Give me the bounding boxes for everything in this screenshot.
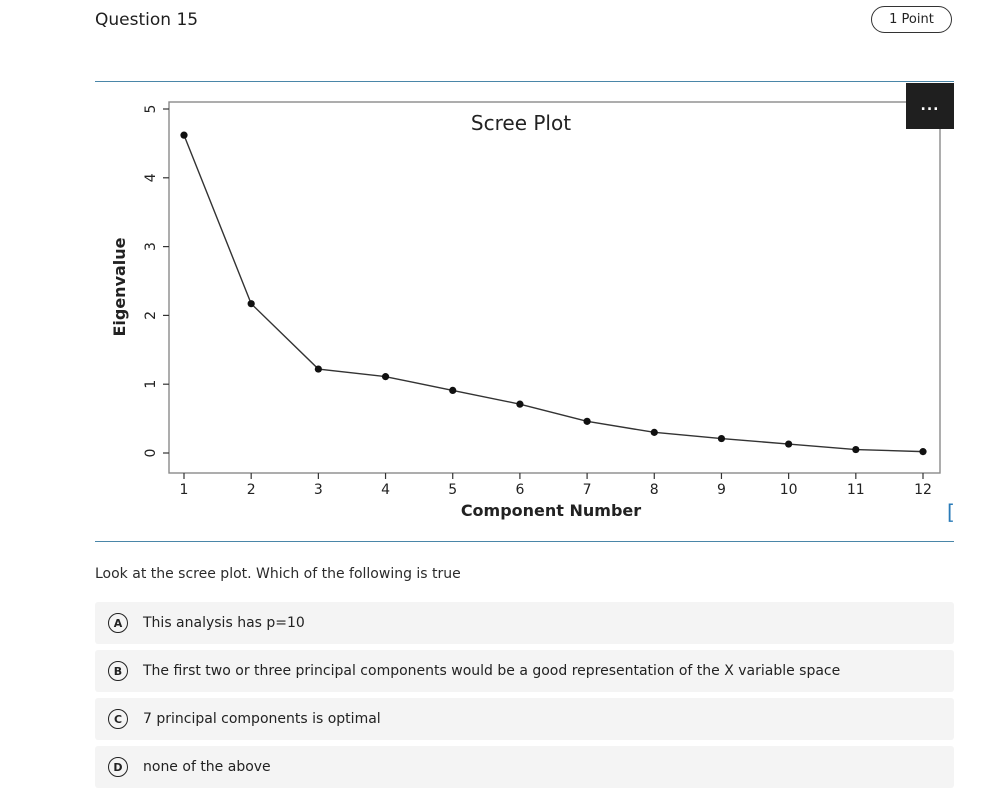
- bottom-divider: [95, 541, 954, 542]
- x-tick-label: 9: [717, 482, 726, 498]
- x-tick-label: 2: [247, 482, 256, 498]
- series-line: [183, 134, 924, 453]
- data-point: [516, 400, 524, 408]
- data-point: [314, 365, 322, 373]
- x-tick-label: 5: [448, 482, 457, 498]
- x-tick-label: 8: [650, 482, 659, 498]
- y-axis-label: Eigenvalue: [110, 237, 129, 336]
- data-point: [919, 448, 927, 456]
- chart-title: Scree Plot: [471, 111, 571, 135]
- edge-bracket-glyph: [: [947, 500, 955, 524]
- x-tick-label: 12: [914, 482, 932, 498]
- data-point: [247, 300, 255, 308]
- x-tick-label: 10: [780, 482, 798, 498]
- y-tick-label: 3: [143, 242, 159, 251]
- option-a-text: This analysis has p=10: [143, 615, 305, 631]
- plot-frame: [168, 101, 941, 474]
- y-tick-label: 5: [143, 105, 159, 114]
- data-point: [583, 417, 591, 425]
- option-d-text: none of the above: [143, 759, 271, 775]
- option-d[interactable]: D none of the above: [95, 746, 954, 788]
- points-badge: 1 Point: [871, 6, 952, 33]
- scree-plot-image: Scree Plot Component Number Eigenvalue 0…: [95, 82, 954, 542]
- option-b[interactable]: B The first two or three principal compo…: [95, 650, 954, 692]
- x-axis-label: Component Number: [461, 501, 641, 520]
- data-point: [785, 440, 793, 448]
- data-point: [852, 445, 860, 454]
- x-tick-label: 11: [847, 482, 865, 498]
- option-a[interactable]: A This analysis has p=10: [95, 602, 954, 644]
- option-b-text: The first two or three principal compone…: [143, 663, 841, 679]
- x-tick-label: 7: [583, 482, 592, 498]
- y-tick-label: 0: [143, 449, 159, 458]
- option-c-letter: C: [108, 709, 128, 729]
- option-c[interactable]: C 7 principal components is optimal: [95, 698, 954, 740]
- y-tick-label: 2: [143, 311, 159, 320]
- x-tick-label: 4: [381, 482, 390, 498]
- more-options-button[interactable]: ...: [906, 83, 954, 129]
- data-point: [717, 434, 726, 443]
- data-point: [180, 131, 188, 139]
- data-point: [650, 428, 658, 436]
- option-c-text: 7 principal components is optimal: [143, 711, 381, 727]
- option-a-letter: A: [108, 613, 128, 633]
- x-tick-label: 1: [180, 482, 189, 498]
- y-tick-label: 4: [143, 173, 159, 182]
- x-tick-label: 6: [515, 482, 524, 498]
- option-d-letter: D: [108, 757, 128, 777]
- question-title: Question 15: [95, 10, 199, 30]
- top-divider: [95, 81, 954, 82]
- data-point: [381, 373, 390, 381]
- scree-plot-chart: Scree Plot Component Number Eigenvalue 0…: [110, 101, 941, 520]
- y-tick-label: 1: [143, 380, 159, 389]
- x-tick-label: 3: [314, 482, 323, 498]
- option-b-letter: B: [108, 661, 128, 681]
- question-prompt: Look at the scree plot. Which of the fol…: [95, 566, 461, 582]
- data-point: [449, 386, 457, 394]
